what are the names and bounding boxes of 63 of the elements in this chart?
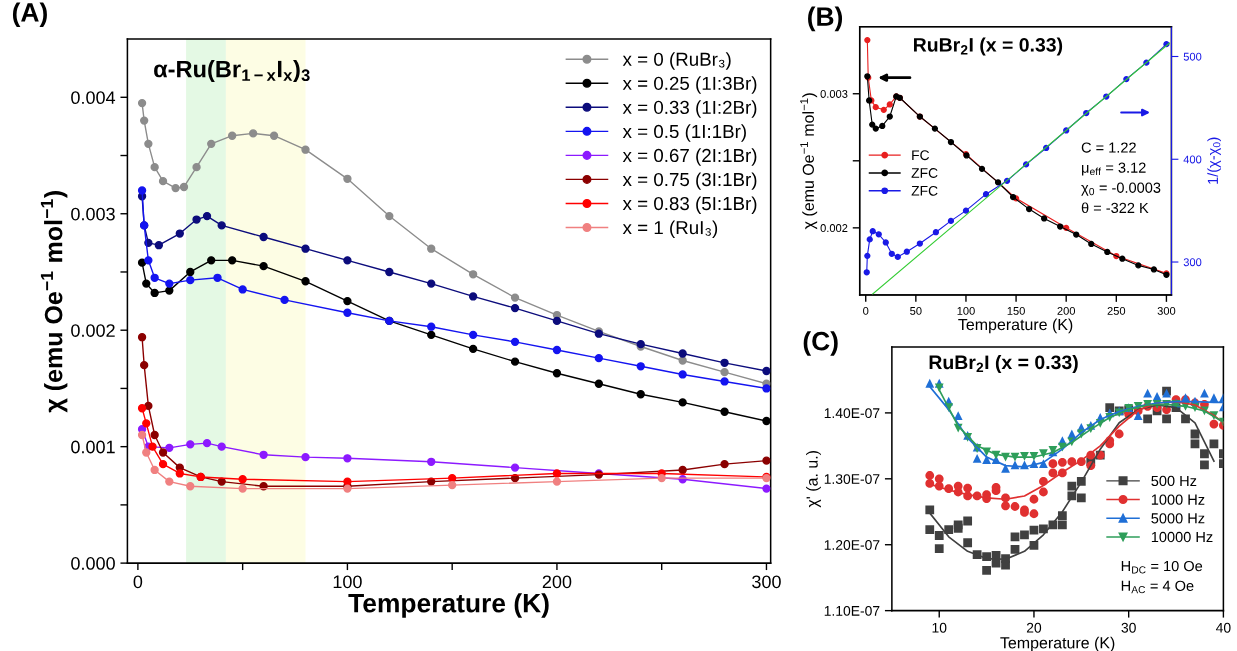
legend-label: x = 0.83 (5I:1Br) (622, 196, 757, 214)
y-tick-label: 0.001 (71, 440, 115, 454)
legend-label: x = 0.25 (1I:3Br) (622, 76, 757, 94)
y-axis-title: χ (emu Oe$^{−1}$ mol$^{−1}$) (800, 93, 818, 230)
legend-label: x = 0.75 (3I:1Br) (622, 172, 757, 190)
x-tick-label: 100 (957, 307, 975, 315)
y2-axis-title: 1/(χ-χ$_{0}$) (1207, 137, 1221, 184)
y-axis-title: χ (emu Oe$^{−1}$ mol$^{−1}$) (40, 191, 68, 413)
x-tick-label: 30 (1121, 622, 1136, 633)
x-tick-label: 0 (133, 575, 143, 589)
legend-label: x = 0.33 (1I:2Br) (622, 100, 757, 118)
x-tick-label: 50 (910, 307, 922, 315)
y-tick-label: 0.004 (71, 91, 116, 105)
x-tick-label: 250 (1107, 307, 1126, 315)
x-tick-label: 10 (932, 622, 947, 633)
y-tick-label: 1.30E-07 (824, 474, 880, 484)
annotation: μ$_{eff}$ = 3.12 (1082, 162, 1146, 176)
x-axis-title: Temperature (K) (958, 318, 1073, 334)
x-tick-label: 200 (542, 575, 572, 589)
legend-label: x = 0.67 (2I:1Br) (622, 148, 757, 166)
legend-label: x = 1 (RuI₃) (622, 220, 718, 238)
legend-label: FC (912, 150, 930, 161)
annotation: H$_{AC}$ = 4 Oe (1121, 580, 1194, 594)
annotation: θ = -322 K (1081, 202, 1149, 214)
y2-tick-label: 300 (1183, 258, 1202, 267)
x-tick-label: 100 (333, 575, 362, 589)
legend-label: ZFC (911, 168, 938, 178)
y-tick-label: 0.003 (71, 207, 115, 221)
y-axis-title: χ' (a. u.) (806, 451, 821, 508)
x-tick-label: 0 (863, 307, 869, 315)
x-axis-title: Temperature (K) (348, 593, 549, 618)
y-tick-label: 1.20E-07 (824, 540, 880, 550)
annotation: H$_{DC}$ = 10 Oe (1121, 560, 1203, 574)
legend-label: 500 Hz (1151, 475, 1197, 487)
text: RuBr$_{2}$I (x = 0.33) (914, 37, 1063, 56)
chart-title: RuBr$_{2}$I (x = 0.33) (929, 354, 1078, 374)
text: (C) (803, 331, 838, 356)
annotation: χ$_{0}$ = -0.0003 (1081, 182, 1161, 196)
text: α-Ru(Br$_{1−x}$I$_{x}$)$_{3}$ (154, 60, 310, 83)
y-tick-label: 1.10E-07 (824, 605, 880, 616)
y-tick-label: 0.003 (820, 90, 848, 98)
annotation: C = 1.22 (1081, 142, 1136, 153)
text: (A) (12, 2, 47, 27)
legend-label: 10000 Hz (1151, 531, 1213, 543)
legend-label: 1000 Hz (1151, 494, 1205, 505)
x-tick-label: 300 (752, 575, 781, 589)
y-tick-label: 0.000 (71, 557, 115, 570)
x-tick-label: 200 (1057, 307, 1076, 315)
x-tick-label: 40 (1215, 622, 1231, 633)
legend-label: ZFC (911, 185, 938, 196)
legend-label: x = 0 (RuBr₃) (622, 52, 731, 70)
text: (B) (808, 6, 843, 32)
x-axis-title: Temperature (K) (1000, 636, 1115, 651)
x-tick-label: 150 (1007, 307, 1025, 315)
y-tick-label: 1.40E-07 (824, 408, 880, 419)
y-tick-label: 0.002 (71, 324, 115, 337)
y-tick-label: 0.002 (820, 224, 848, 232)
x-tick-label: 20 (1026, 622, 1042, 633)
y2-tick-label: 500 (1183, 52, 1202, 61)
x-tick-label: 300 (1157, 307, 1176, 315)
legend-label: 5000 Hz (1151, 513, 1205, 524)
y2-tick-label: 400 (1183, 155, 1202, 164)
legend-label: x = 0.5 (1I:1Br) (622, 124, 746, 142)
